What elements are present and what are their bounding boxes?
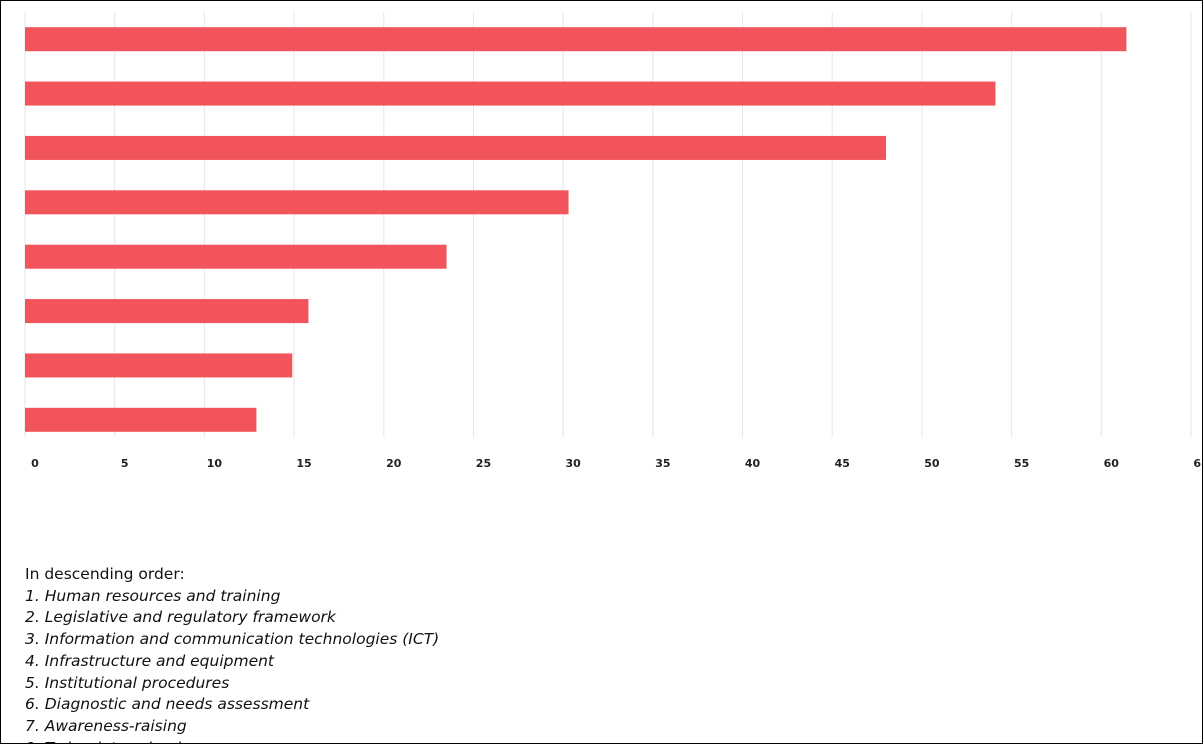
x-tick-label: 5 xyxy=(121,457,129,470)
note-item: 6. Diagnostic and needs assessment xyxy=(25,695,310,714)
x-tick-label: 20 xyxy=(386,457,402,470)
x-tick-label: 30 xyxy=(565,457,581,470)
bar xyxy=(25,244,447,269)
x-tick-label: 15 xyxy=(296,457,311,470)
x-tick-label: 60 xyxy=(1104,457,1120,470)
notes: In descending order: 1. Human resources … xyxy=(25,564,440,743)
chart: 0 5 10 15 20 25 30 35 40 45 50 55 60 65 xyxy=(24,12,1202,470)
x-tick-label: 45 xyxy=(835,457,850,470)
note-item: 1. Human resources and training xyxy=(25,586,281,605)
bar xyxy=(25,27,1127,52)
x-tick-label: 10 xyxy=(207,457,223,470)
note-item: 3. Information and communication technol… xyxy=(25,630,440,649)
bar xyxy=(25,299,309,324)
note-item: 4. Infrastructure and equipment xyxy=(25,651,275,670)
bar xyxy=(25,135,887,160)
x-tick-label: 0 xyxy=(31,457,39,470)
x-tick-label: 40 xyxy=(745,457,761,470)
note-item: 8. To be determined xyxy=(25,738,439,743)
note-item: 5. Institutional procedures xyxy=(25,673,230,692)
x-tick-label: 50 xyxy=(924,457,940,470)
note-item: 2. Legislative and regulatory framework xyxy=(25,608,336,627)
bar xyxy=(25,407,257,432)
bar xyxy=(25,190,569,215)
x-tick-label: 65 xyxy=(1193,457,1202,470)
notes-heading: In descending order: xyxy=(25,565,185,583)
bar xyxy=(25,353,293,378)
note-item: 7. Awareness-raising xyxy=(25,716,187,735)
x-tick-label: 35 xyxy=(655,457,670,470)
x-tick-label: 55 xyxy=(1014,457,1029,470)
bar xyxy=(25,81,996,106)
x-tick-label: 25 xyxy=(476,457,491,470)
